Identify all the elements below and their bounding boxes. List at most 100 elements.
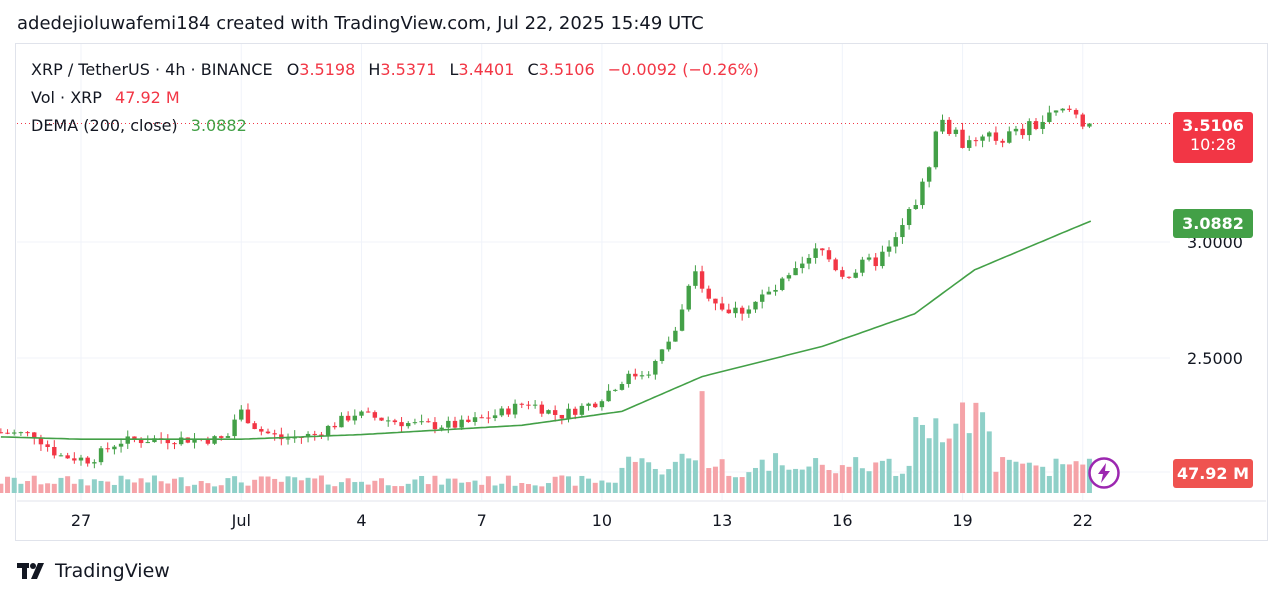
candle-body xyxy=(1020,128,1025,136)
volume-bar xyxy=(773,453,779,493)
attribution-header: adedejioluwafemi184 created with Trading… xyxy=(17,13,704,34)
x-tick-label: 7 xyxy=(477,511,487,530)
volume-bar xyxy=(1006,459,1012,493)
candle-body xyxy=(459,419,464,428)
candle-body xyxy=(272,433,277,435)
volume-bar xyxy=(399,486,405,493)
candle-body xyxy=(666,341,671,350)
volume-bar xyxy=(505,475,511,493)
volume-bar xyxy=(145,482,151,493)
volume-bar xyxy=(646,462,652,493)
footer-brand[interactable]: TradingView xyxy=(17,560,170,582)
candle-body xyxy=(112,446,117,450)
candle-body xyxy=(719,303,725,310)
volume-bar xyxy=(78,479,84,493)
candle-body xyxy=(392,420,398,423)
candle-body xyxy=(619,384,625,390)
candle-body xyxy=(38,437,44,445)
symbol-label[interactable]: XRP / TetherUS · 4h · BINANCE xyxy=(31,60,273,79)
volume-bar xyxy=(692,460,698,493)
candle-body xyxy=(840,270,845,277)
candle-body xyxy=(399,422,404,427)
legend-ohlc: XRP / TetherUS · 4h · BINANCE O3.5198 H3… xyxy=(31,60,759,79)
chart-frame[interactable] xyxy=(15,43,1268,541)
candle-body xyxy=(65,455,70,459)
open-value: 3.5198 xyxy=(299,60,356,79)
volume-bar xyxy=(58,477,64,493)
candle-body xyxy=(967,140,972,148)
volume-bar xyxy=(639,458,645,493)
candle-body xyxy=(285,438,291,440)
x-tick-label: 4 xyxy=(356,511,366,530)
volume-bar xyxy=(732,477,738,493)
volume-bar xyxy=(225,478,231,493)
volume-bar xyxy=(365,484,371,493)
volume-bar xyxy=(940,442,946,493)
volume-bar xyxy=(753,467,759,493)
candle-body xyxy=(125,436,130,444)
candle-body xyxy=(886,246,892,252)
volume-bar xyxy=(806,466,812,493)
candle-body xyxy=(539,404,545,414)
footer-brand-label: TradingView xyxy=(55,560,170,582)
volume-bar xyxy=(839,465,845,493)
candle-body xyxy=(132,436,137,440)
volume-value: 47.92 M xyxy=(115,88,180,107)
volume-bar xyxy=(5,476,11,493)
candle-body xyxy=(1073,109,1079,115)
candle-body xyxy=(105,448,110,450)
candle-body xyxy=(165,439,171,444)
volume-bar xyxy=(312,478,318,493)
volume-bar xyxy=(0,483,4,493)
dema-label[interactable]: DEMA (200, close) xyxy=(31,116,178,135)
volume-bar xyxy=(445,478,451,493)
volume-bar xyxy=(626,456,632,493)
candle-body xyxy=(733,307,738,314)
candle-body xyxy=(873,257,878,267)
volume-bar xyxy=(272,478,278,493)
candle-body xyxy=(265,431,271,434)
volume-bar xyxy=(98,480,104,493)
volume-bar xyxy=(479,484,485,493)
volume-bar xyxy=(980,412,986,493)
candle-body xyxy=(312,433,317,435)
volume-bar xyxy=(726,475,732,493)
candle-body xyxy=(773,289,778,292)
volume-bar xyxy=(118,475,124,493)
candle-body xyxy=(339,415,344,428)
volume-label[interactable]: Vol · XRP xyxy=(31,88,102,107)
volume-bar xyxy=(278,481,284,493)
dema-value: 3.0882 xyxy=(190,116,247,135)
candle-body xyxy=(893,237,898,247)
volume-bar xyxy=(285,476,291,493)
candle-body xyxy=(780,278,785,290)
candle-body xyxy=(913,205,918,209)
last-price-value: 3.5106 xyxy=(1182,116,1244,135)
candle-body xyxy=(259,429,264,432)
volume-bar xyxy=(719,459,725,493)
volume-bar xyxy=(1020,463,1026,493)
candle-body xyxy=(633,373,638,377)
candle-body xyxy=(993,132,999,141)
volume-bar xyxy=(592,482,598,493)
candle-body xyxy=(419,421,424,423)
volume-bar xyxy=(552,476,558,493)
candle-body xyxy=(766,291,772,295)
candle-body xyxy=(1027,121,1032,136)
volume-bar xyxy=(338,482,344,493)
candle-body xyxy=(572,408,578,415)
volume-bar xyxy=(966,433,972,493)
candle-body xyxy=(880,251,885,267)
volume-bar xyxy=(292,477,298,493)
volume-bar xyxy=(873,462,879,493)
volume-bar xyxy=(746,472,752,493)
volume-bar xyxy=(111,484,117,493)
candle-body xyxy=(372,412,378,418)
volume-bar xyxy=(51,483,57,493)
volume-bar xyxy=(18,483,24,493)
lightning-bolt-icon[interactable] xyxy=(1087,456,1121,490)
candle-body xyxy=(432,422,438,430)
volume-bar xyxy=(799,469,805,493)
candle-body xyxy=(406,423,411,427)
